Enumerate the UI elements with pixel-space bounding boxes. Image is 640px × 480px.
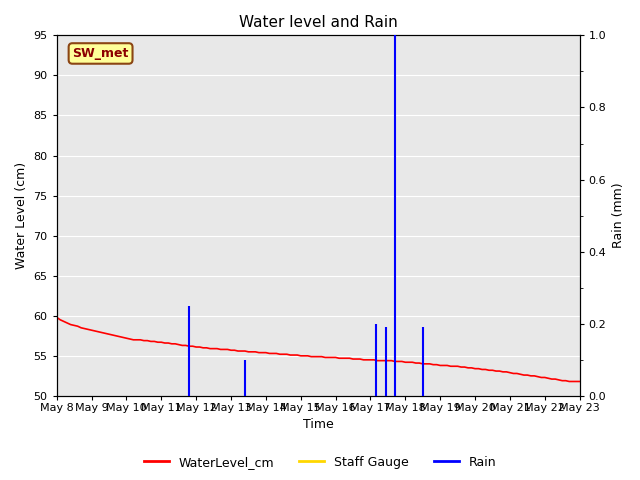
Title: Water level and Rain: Water level and Rain: [239, 15, 397, 30]
Text: SW_met: SW_met: [72, 47, 129, 60]
Y-axis label: Rain (mm): Rain (mm): [612, 183, 625, 249]
Y-axis label: Water Level (cm): Water Level (cm): [15, 162, 28, 269]
Legend: WaterLevel_cm, Staff Gauge, Rain: WaterLevel_cm, Staff Gauge, Rain: [138, 451, 502, 474]
X-axis label: Time: Time: [303, 419, 333, 432]
